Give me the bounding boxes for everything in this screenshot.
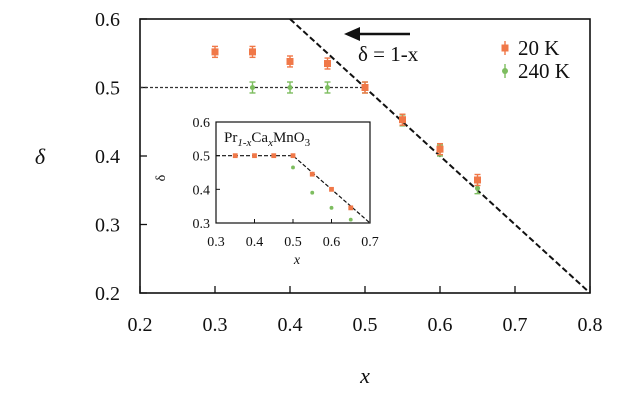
series-20k-point [474,176,481,184]
series-240k-point [287,84,293,91]
y-tick-label: 0.5 [95,78,120,100]
inset-series-240k-point [329,205,334,210]
x-tick-label: 0.3 [203,314,228,336]
x-tick-label: 0.5 [353,314,378,336]
inset-y-tick-label: 0.5 [193,150,211,165]
x-tick-label: 0.7 [503,314,528,336]
inset-series-20k-point [252,153,257,159]
inset-series-20k-point [309,171,315,177]
inset-x-tick-label: 0.5 [284,235,302,250]
x-axis-label: x [359,363,370,388]
inset-series-20k-point [329,186,334,192]
annotation-delta-label: δ = 1-x [358,42,419,66]
inset-frame [215,121,371,224]
inset-x-axis-label: x [293,253,301,268]
inset-x-tick-label: 0.6 [323,235,341,250]
y-tick-label: 0.4 [95,146,120,168]
inset-x-tick-label: 0.7 [361,235,379,250]
legend-marker [501,44,509,52]
y-tick-label: 0.6 [95,9,120,31]
inset-series-20k-point [348,205,354,211]
legend-label: 20 K [518,36,559,60]
y-axis-label: δ [35,144,46,169]
legend-marker [502,68,508,74]
x-tick-label: 0.4 [278,314,303,336]
inset-series-20k-point [232,153,238,159]
inset-y-axis-label: δ [154,174,169,181]
annotation-arrow-head [344,27,360,41]
series-20k-point [399,116,406,124]
main-plot: 0.2 0.3 0.4 0.5 0.6 0.7 0.8 0.2 0.3 0.4 0.5 0.6 x δ δ … [35,9,603,388]
series-20k-point [324,60,331,68]
inset-series-240k-point [348,217,353,222]
x-tick-label: 0.8 [578,314,603,336]
legend-label: 240 K [518,59,570,83]
inset-series-240k-point [310,190,315,195]
series-20k-point [361,84,369,91]
inset-y-tick-label: 0.4 [193,183,211,198]
y-tick-label: 0.2 [95,283,120,305]
y-tick-label: 0.3 [95,215,120,237]
series-240k-point [474,185,481,191]
series-20k-point [211,48,219,56]
inset-x-tick-label: 0.4 [246,235,264,250]
series-20k-point [286,57,294,65]
x-tick-label: 0.2 [128,314,153,336]
series-240k-point [324,84,331,91]
series-20k-point [436,145,444,153]
inset-series-240k-point [291,165,295,170]
inset-title: Pr1-xCaxMnO3 [224,130,311,149]
inset-series-20k-point [271,153,277,159]
series-20k-point [249,48,256,56]
x-tick-label: 0.6 [428,314,453,336]
inset-plot: 0.3 0.4 0.5 0.6 0.7 0.3 0.4 0.5 0.6 x δ Pr1-xCaxMnO… [154,116,379,268]
inset-y-tick-label: 0.6 [193,116,211,131]
inset-series-20k-point [290,153,296,159]
inset-y-tick-label: 0.3 [193,217,211,232]
inset-x-tick-label: 0.3 [207,235,225,250]
series-240k-point [249,84,256,91]
inset-reference-line [216,155,371,224]
